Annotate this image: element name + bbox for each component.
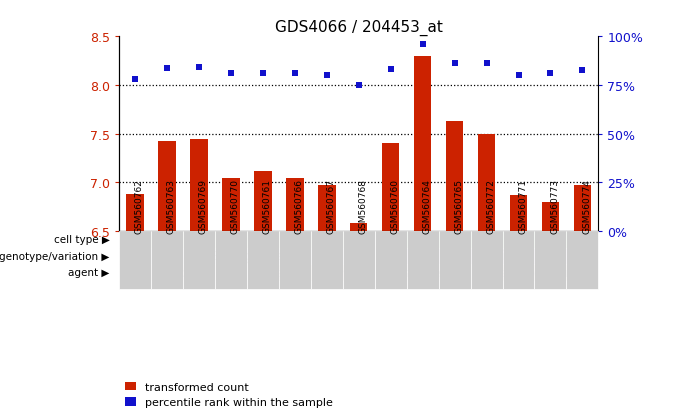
Text: GSM560770: GSM560770 (231, 179, 240, 234)
Text: cell type ▶: cell type ▶ (54, 235, 109, 245)
Text: genotype/variation ▶: genotype/variation ▶ (0, 251, 109, 261)
Text: GSM560765: GSM560765 (455, 179, 464, 234)
Text: ER positive: ER positive (454, 250, 520, 263)
Bar (446, 122, 463, 232)
Point (449, 60, 460, 67)
Text: estrogen: estrogen (157, 266, 209, 279)
Bar (190, 139, 207, 232)
Text: GSM560766: GSM560766 (295, 179, 304, 234)
Point (385, 67, 396, 74)
Point (193, 65, 204, 71)
Point (481, 60, 492, 67)
Text: agent ▶: agent ▶ (68, 268, 109, 278)
Point (321, 73, 332, 79)
Text: 2008: 2008 (232, 233, 262, 246)
Text: GSM560763: GSM560763 (167, 179, 176, 234)
Bar (158, 142, 175, 232)
Text: GSM560771: GSM560771 (519, 179, 528, 234)
Point (354, 83, 364, 89)
Point (289, 71, 300, 77)
Text: PEO4: PEO4 (471, 233, 502, 246)
Point (257, 71, 268, 77)
Bar (510, 196, 527, 232)
Bar (254, 171, 271, 232)
Text: GSM560774: GSM560774 (583, 179, 592, 234)
Point (545, 71, 556, 77)
Text: placebo control: placebo control (489, 266, 580, 279)
Point (226, 71, 237, 77)
Text: GSM560773: GSM560773 (551, 179, 560, 234)
Bar (286, 178, 303, 232)
Bar (375, 248, 598, 264)
Point (513, 73, 524, 79)
Bar (126, 195, 143, 232)
Text: GSM560760: GSM560760 (390, 179, 400, 234)
Bar (414, 57, 431, 232)
Point (577, 68, 588, 74)
Text: GSM560769: GSM560769 (199, 179, 208, 234)
Legend: transformed count, percentile rank within the sample: transformed count, percentile rank withi… (124, 382, 333, 408)
Point (162, 66, 173, 73)
Bar (375, 264, 471, 281)
Bar (222, 178, 239, 232)
Text: GSM560764: GSM560764 (423, 179, 432, 234)
Text: GSM560768: GSM560768 (359, 179, 368, 234)
Bar (574, 186, 591, 232)
Text: estrogen: estrogen (396, 266, 449, 279)
Text: GSM560767: GSM560767 (326, 179, 336, 234)
Text: GSM560772: GSM560772 (487, 179, 496, 234)
Bar (350, 224, 367, 232)
Bar (119, 264, 247, 281)
Text: placebo control: placebo control (265, 266, 356, 279)
Bar (318, 186, 335, 232)
Title: GDS4066 / 204453_at: GDS4066 / 204453_at (275, 20, 443, 36)
Point (129, 77, 140, 83)
Bar (119, 248, 375, 264)
Bar (375, 232, 598, 248)
Bar (478, 134, 495, 232)
Point (418, 42, 428, 48)
Bar (119, 232, 375, 248)
Bar (471, 264, 598, 281)
Bar (382, 144, 399, 232)
Bar (542, 202, 559, 232)
Text: GSM560762: GSM560762 (135, 179, 144, 234)
Text: ER negative: ER negative (211, 250, 282, 263)
Bar (247, 264, 375, 281)
Text: GSM560761: GSM560761 (262, 179, 272, 234)
